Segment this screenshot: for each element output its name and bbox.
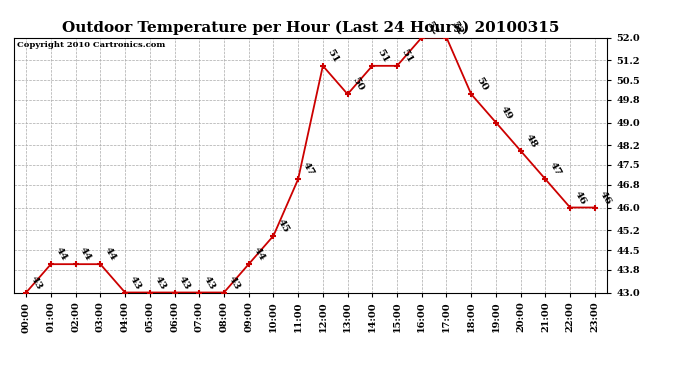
Text: 51: 51 <box>400 48 415 64</box>
Text: 43: 43 <box>152 274 168 291</box>
Text: 50: 50 <box>474 76 489 93</box>
Text: 50: 50 <box>351 76 365 93</box>
Text: 43: 43 <box>177 274 193 291</box>
Text: 52: 52 <box>449 19 464 36</box>
Text: 43: 43 <box>202 274 217 291</box>
Text: 44: 44 <box>79 246 93 263</box>
Text: 44: 44 <box>54 246 68 263</box>
Text: 51: 51 <box>326 48 341 64</box>
Text: 45: 45 <box>276 217 291 234</box>
Text: 44: 44 <box>103 246 118 263</box>
Text: 47: 47 <box>548 161 563 178</box>
Text: 43: 43 <box>128 274 143 291</box>
Text: 47: 47 <box>301 161 316 178</box>
Text: 52: 52 <box>424 19 440 36</box>
Title: Outdoor Temperature per Hour (Last 24 Hours) 20100315: Outdoor Temperature per Hour (Last 24 Ho… <box>62 21 559 35</box>
Text: Copyright 2010 Cartronics.com: Copyright 2010 Cartronics.com <box>17 41 165 50</box>
Text: 48: 48 <box>524 133 538 150</box>
Text: 44: 44 <box>251 246 266 263</box>
Text: 43: 43 <box>29 274 44 291</box>
Text: 46: 46 <box>598 189 613 206</box>
Text: 46: 46 <box>573 189 588 206</box>
Text: 51: 51 <box>375 48 390 64</box>
Text: 49: 49 <box>499 104 513 121</box>
Text: 43: 43 <box>227 274 242 291</box>
